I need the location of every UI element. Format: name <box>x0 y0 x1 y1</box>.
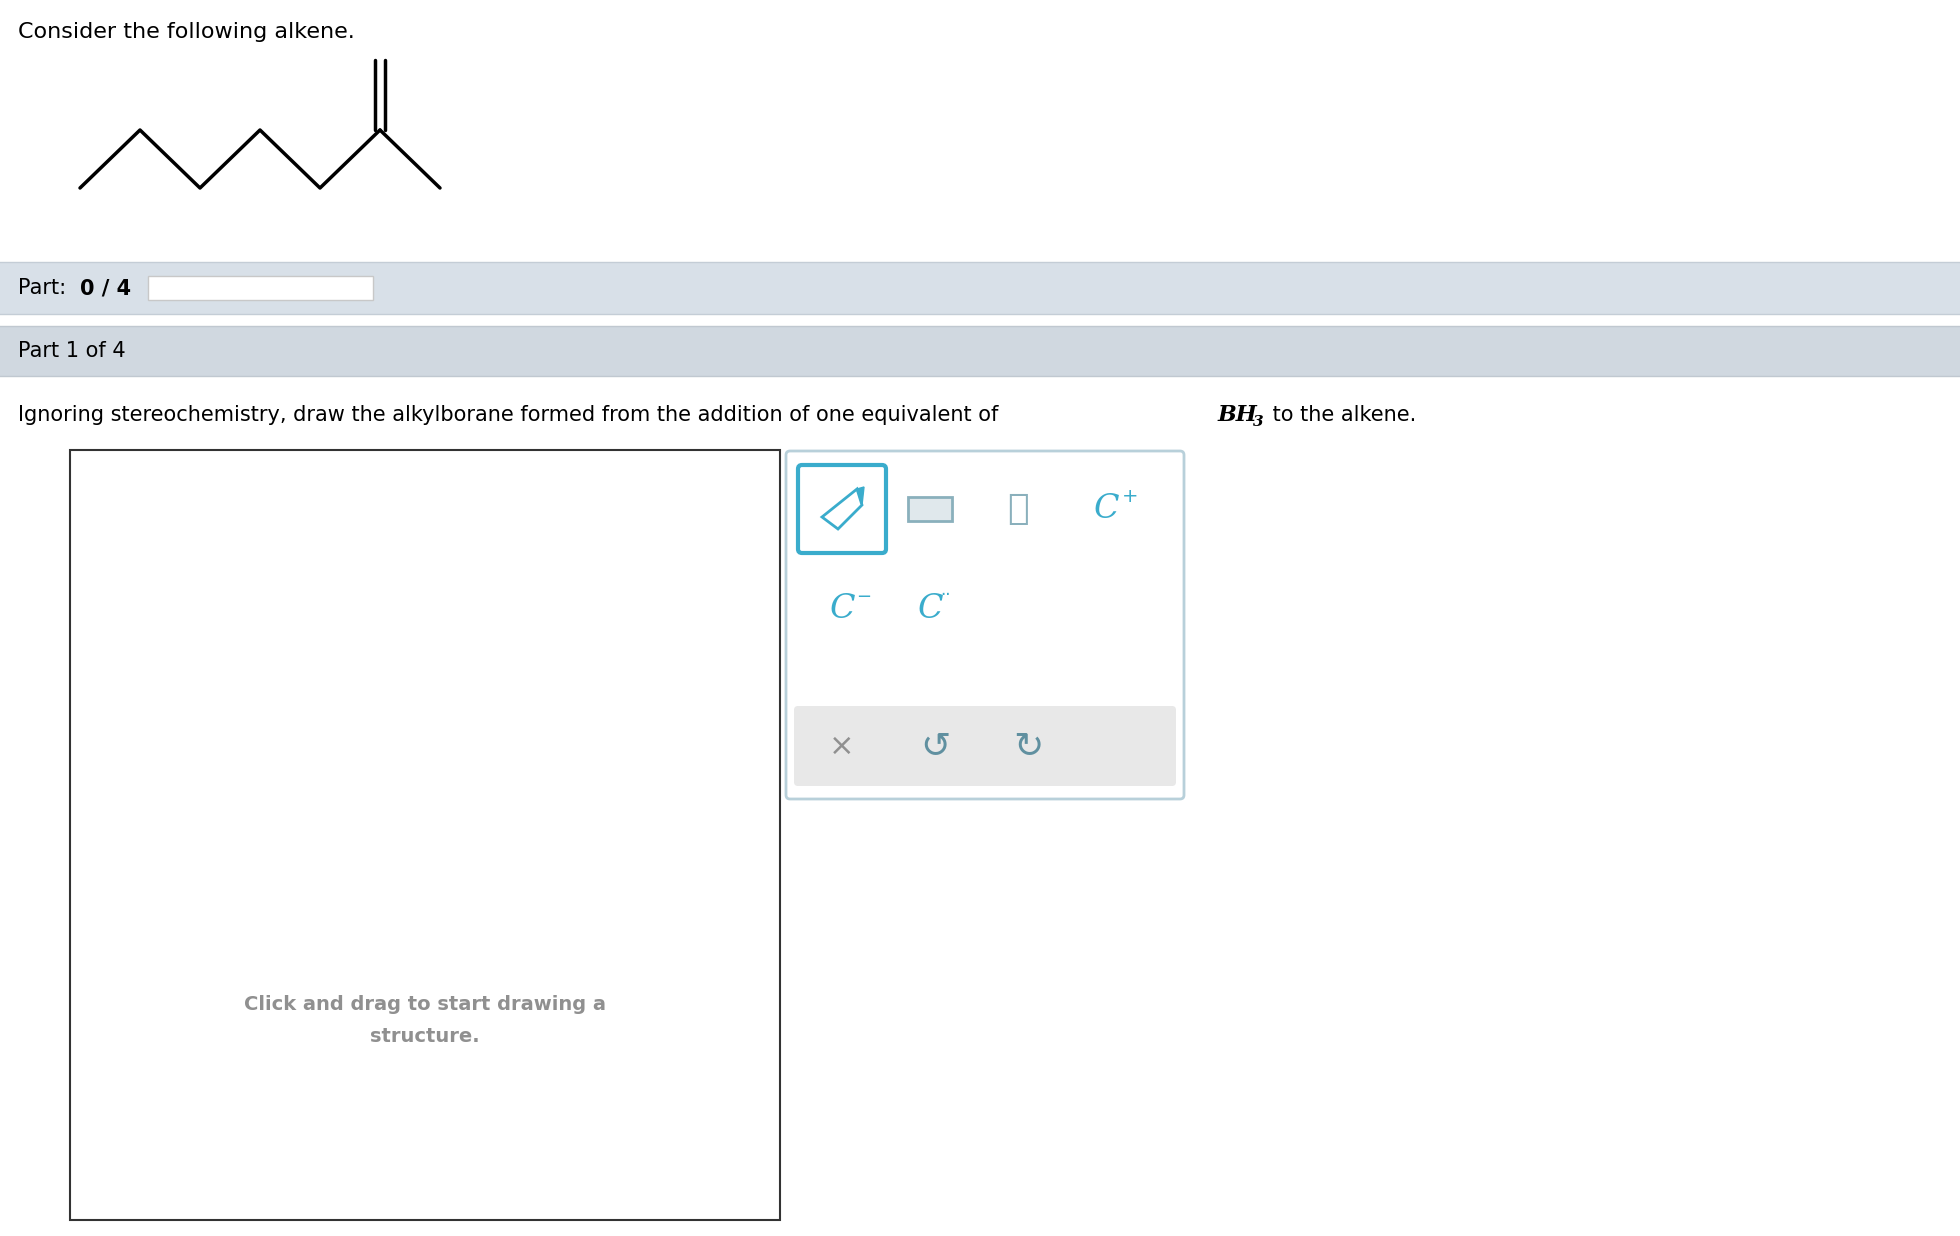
Bar <box>0 262 1960 314</box>
Text: Consider the following alkene.: Consider the following alkene. <box>18 22 355 42</box>
Text: ✋: ✋ <box>1007 492 1029 527</box>
Text: to the alkene.: to the alkene. <box>1266 405 1417 425</box>
Text: 0 / 4: 0 / 4 <box>80 278 131 298</box>
Polygon shape <box>821 489 862 529</box>
Bar <box>0 326 1960 376</box>
Text: Click and drag to start drawing a: Click and drag to start drawing a <box>243 995 606 1014</box>
Text: ×: × <box>829 732 855 760</box>
Text: Part:: Part: <box>18 278 73 298</box>
Text: Part 1 of 4: Part 1 of 4 <box>18 341 125 361</box>
Text: ↻: ↻ <box>1013 729 1043 763</box>
Text: −: − <box>857 588 870 606</box>
Text: C: C <box>917 593 943 625</box>
FancyBboxPatch shape <box>794 706 1176 786</box>
Text: ··: ·· <box>941 586 951 604</box>
Text: ↺: ↺ <box>919 729 951 763</box>
FancyBboxPatch shape <box>798 465 886 552</box>
Text: +: + <box>1121 487 1139 507</box>
Polygon shape <box>857 487 864 506</box>
Text: 3: 3 <box>1252 415 1264 429</box>
Text: C: C <box>829 593 855 625</box>
Text: BH: BH <box>1217 404 1258 426</box>
Text: structure.: structure. <box>370 1027 480 1046</box>
FancyBboxPatch shape <box>149 276 372 300</box>
Polygon shape <box>907 497 953 522</box>
FancyBboxPatch shape <box>786 451 1184 798</box>
Text: Ignoring stereochemistry, draw the alkylborane formed from the addition of one e: Ignoring stereochemistry, draw the alkyl… <box>18 405 1005 425</box>
Bar <box>71 450 780 1220</box>
Text: C: C <box>1094 493 1119 525</box>
